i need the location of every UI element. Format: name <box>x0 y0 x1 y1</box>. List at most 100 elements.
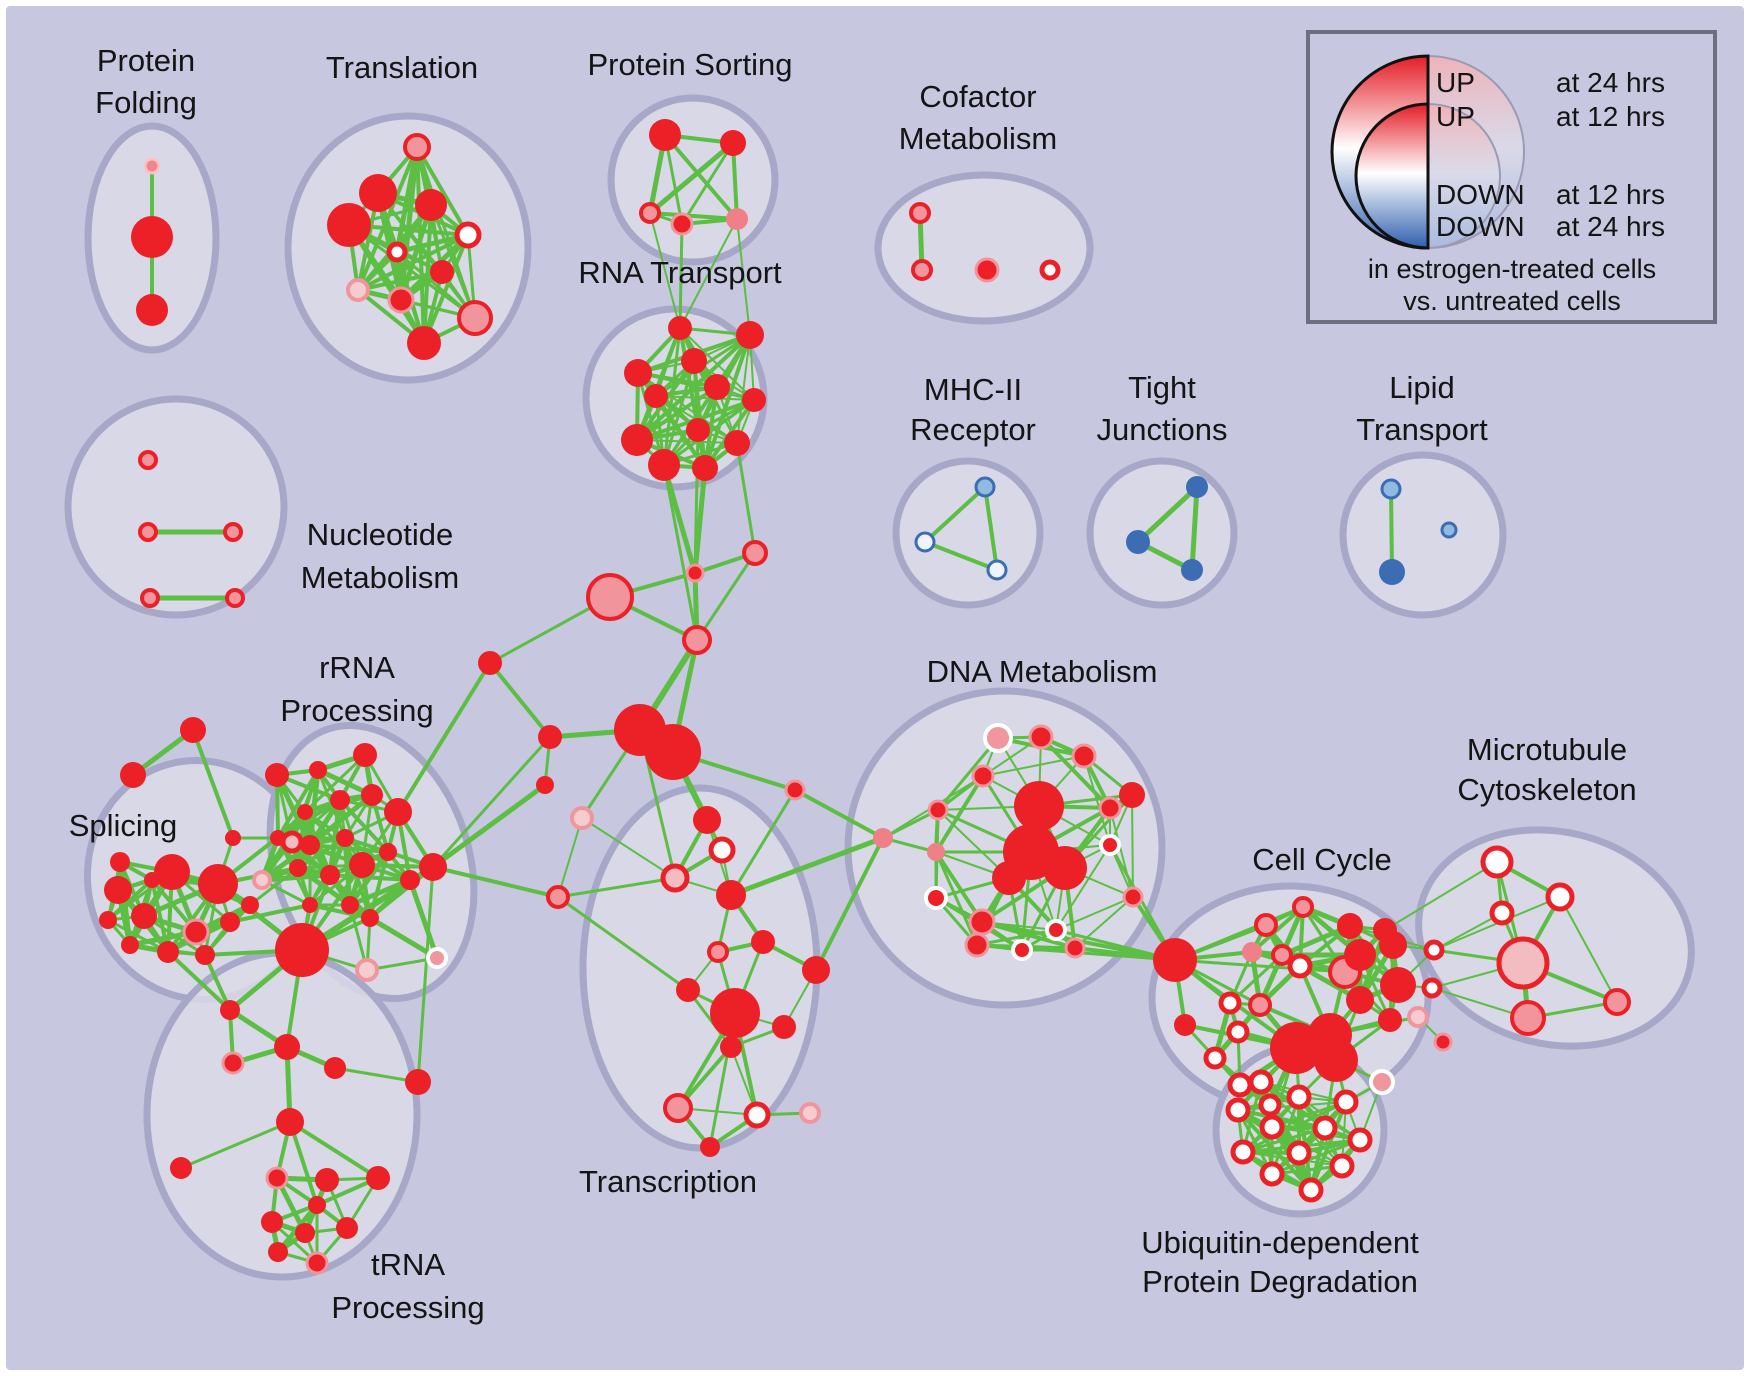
node-dna-metabolism-2[interactable] <box>1071 743 1097 769</box>
node-hub-2[interactable] <box>225 830 241 846</box>
node-cell-cycle-12[interactable] <box>1227 1072 1253 1098</box>
node-microtubule-cytoskeleton-3[interactable] <box>1423 939 1445 961</box>
node-trna-processing-14[interactable] <box>268 1242 288 1262</box>
node-splicing-10[interactable] <box>144 872 160 888</box>
node-rna-transport-6[interactable] <box>742 388 766 412</box>
node-mhc-ii-receptor-2[interactable] <box>986 559 1008 581</box>
node-rna-transport-10[interactable] <box>648 449 680 481</box>
node-rrna-processing-11[interactable] <box>320 865 340 885</box>
node-translation-7[interactable] <box>346 278 370 302</box>
node-cofactor-metabolism-3[interactable] <box>1039 259 1061 281</box>
node-hub-9[interactable] <box>586 573 634 621</box>
node-rrna-processing-18[interactable] <box>302 897 318 913</box>
node-transcription-9[interactable] <box>772 1015 796 1039</box>
node-rrna-processing-10[interactable] <box>289 859 307 877</box>
node-cell-cycle-13[interactable] <box>1258 1093 1282 1117</box>
node-trna-processing-13[interactable] <box>308 1196 326 1214</box>
node-rrna-processing-15[interactable] <box>280 830 304 854</box>
node-protein-sorting-1[interactable] <box>720 130 746 156</box>
node-microtubule-cytoskeleton-1[interactable] <box>1545 882 1575 912</box>
node-dna-metabolism-14[interactable] <box>968 908 996 936</box>
node-transcription-7[interactable] <box>710 988 760 1038</box>
node-dna-metabolism-3[interactable] <box>971 764 995 788</box>
node-hub-8[interactable] <box>546 885 570 909</box>
node-splicing-8[interactable] <box>121 936 139 954</box>
node-mhc-ii-receptor-0[interactable] <box>974 476 996 498</box>
node-trna-processing-2[interactable] <box>274 1034 300 1060</box>
node-hub-21[interactable] <box>1433 1032 1453 1052</box>
node-rrna-processing-13[interactable] <box>379 843 397 861</box>
node-cell-cycle-18[interactable] <box>1378 1008 1402 1032</box>
node-cofactor-metabolism-1[interactable] <box>911 259 933 281</box>
node-rna-transport-1[interactable] <box>736 321 764 349</box>
node-cofactor-metabolism-0[interactable] <box>909 202 931 224</box>
node-dna-metabolism-4[interactable] <box>927 799 949 821</box>
node-rrna-processing-19[interactable] <box>361 909 379 927</box>
node-trna-processing-4[interactable] <box>170 1157 192 1179</box>
node-cell-cycle-2[interactable] <box>1337 913 1363 939</box>
node-translation-1[interactable] <box>359 174 397 212</box>
node-cell-cycle-8[interactable] <box>1248 993 1272 1017</box>
node-hub-0[interactable] <box>180 717 206 743</box>
node-rrna-processing-4[interactable] <box>330 790 350 810</box>
node-dna-metabolism-15[interactable] <box>1045 919 1067 941</box>
node-dna-metabolism-19[interactable] <box>964 932 990 958</box>
node-rna-transport-11[interactable] <box>692 455 718 481</box>
node-trna-processing-11[interactable] <box>295 1223 315 1243</box>
node-microtubule-cytoskeleton-6[interactable] <box>1510 1000 1546 1036</box>
node-hub-20[interactable] <box>1407 1006 1429 1028</box>
node-splicing-5[interactable] <box>182 918 210 946</box>
node-mhc-ii-receptor-1[interactable] <box>914 531 936 553</box>
node-trna-processing-10[interactable] <box>261 1211 283 1233</box>
node-ubiquitin-degradation-0[interactable] <box>1248 1069 1274 1095</box>
node-dna-metabolism-11[interactable] <box>1098 796 1122 820</box>
node-cell-cycle-10[interactable] <box>1226 1020 1250 1044</box>
node-nucleotide-metabolism-0[interactable] <box>138 450 158 470</box>
node-translation-4[interactable] <box>454 221 482 249</box>
node-splicing-1[interactable] <box>198 864 238 904</box>
node-hub-6[interactable] <box>536 776 554 794</box>
node-hub-18[interactable] <box>1174 1014 1196 1036</box>
node-microtubule-cytoskeleton-7[interactable] <box>1603 988 1631 1016</box>
node-splicing-6[interactable] <box>220 912 240 932</box>
node-hub-1[interactable] <box>120 762 146 788</box>
node-nucleotide-metabolism-3[interactable] <box>140 588 160 608</box>
node-dna-metabolism-8[interactable] <box>1043 846 1087 890</box>
node-rna-transport-7[interactable] <box>686 418 710 442</box>
node-rna-transport-2[interactable] <box>624 359 652 387</box>
node-trna-processing-0[interactable] <box>220 1000 240 1020</box>
node-cell-cycle-5[interactable] <box>1271 944 1293 966</box>
node-transcription-12[interactable] <box>743 1101 771 1129</box>
node-rrna-processing-22[interactable] <box>419 853 447 881</box>
node-rrna-processing-14[interactable] <box>252 870 272 890</box>
node-cell-cycle-15[interactable] <box>1379 931 1407 959</box>
node-trna-processing-15[interactable] <box>305 1251 329 1275</box>
node-rrna-processing-17[interactable] <box>341 896 359 914</box>
node-trna-processing-5[interactable] <box>324 1057 346 1079</box>
node-trna-processing-8[interactable] <box>315 1168 339 1192</box>
node-cell-cycle-11[interactable] <box>1203 1046 1227 1070</box>
node-microtubule-cytoskeleton-4[interactable] <box>1421 977 1443 999</box>
node-hub-15[interactable] <box>784 779 806 801</box>
node-hub-16[interactable] <box>873 828 893 848</box>
node-nucleotide-metabolism-2[interactable] <box>223 522 243 542</box>
node-protein-sorting-3[interactable] <box>670 212 694 236</box>
node-lipid-transport-1[interactable] <box>1379 559 1405 585</box>
node-hub-17[interactable] <box>1153 938 1197 982</box>
node-ubiquitin-degradation-7[interactable] <box>1230 1139 1256 1165</box>
node-splicing-7[interactable] <box>157 941 179 963</box>
node-protein-folding-0[interactable] <box>143 157 161 175</box>
node-protein-sorting-0[interactable] <box>649 119 681 151</box>
node-transcription-14[interactable] <box>700 1137 720 1157</box>
node-lipid-transport-0[interactable] <box>1380 478 1402 500</box>
node-translation-2[interactable] <box>415 189 447 221</box>
node-rna-transport-3[interactable] <box>681 348 707 374</box>
node-rrna-processing-20[interactable] <box>426 947 448 969</box>
node-splicing-11[interactable] <box>241 896 259 914</box>
node-hub-7[interactable] <box>570 806 594 830</box>
node-rrna-processing-12[interactable] <box>349 852 375 878</box>
node-transcription-10[interactable] <box>720 1036 742 1058</box>
node-rna-transport-8[interactable] <box>621 424 653 456</box>
node-dna-metabolism-16[interactable] <box>1011 939 1033 961</box>
node-hub-4[interactable] <box>478 651 502 675</box>
